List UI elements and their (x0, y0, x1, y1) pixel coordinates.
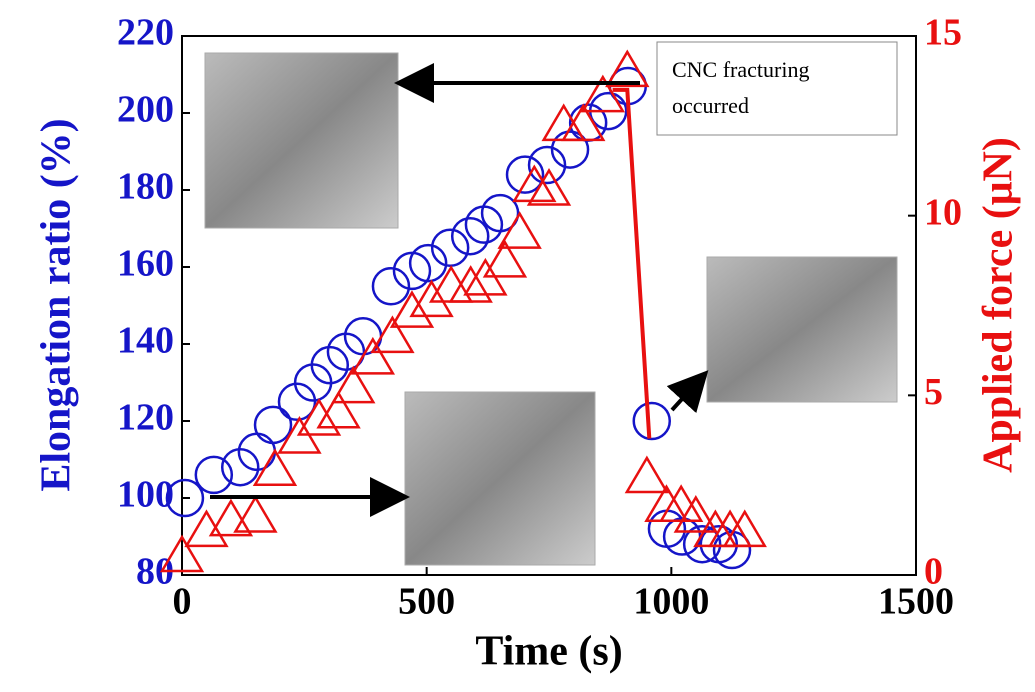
y2-tick-label: 0 (924, 551, 943, 593)
force-point (544, 106, 584, 140)
annotation: occurred (672, 93, 749, 118)
force-point (235, 498, 275, 532)
x-tick-label: 500 (398, 581, 455, 623)
y-axis-label: Elongation ratio (%) (34, 118, 80, 491)
y-tick-label: 220 (117, 12, 174, 54)
y-tick-label: 120 (117, 397, 174, 439)
x-tick-label: 0 (173, 581, 192, 623)
force-drop-line (613, 90, 650, 439)
y-tick-label: 100 (117, 474, 174, 516)
y2-axis-label: Applied force (μN) (976, 137, 1022, 473)
sem-image (707, 257, 897, 402)
force-point (725, 512, 765, 546)
force-point (627, 458, 667, 492)
elongation-point (196, 457, 232, 493)
chart: CNC fracturing occurred Time (s) Elongat… (0, 0, 1035, 687)
annotation-box (657, 42, 897, 135)
sem-image (205, 53, 398, 228)
x-axis-label: Time (s) (475, 629, 622, 675)
sem-image (405, 392, 595, 565)
y-tick-label: 180 (117, 166, 174, 208)
y2-tick-label: 10 (924, 191, 962, 233)
y-tick-label: 140 (117, 320, 174, 362)
y-tick-label: 200 (117, 89, 174, 131)
x-tick-label: 1000 (633, 581, 709, 623)
force-point (431, 268, 471, 302)
force-point (353, 339, 393, 373)
force-point (392, 293, 432, 327)
y-tick-label: 160 (117, 243, 174, 285)
y2-tick-label: 5 (924, 371, 943, 413)
elongation-point (255, 407, 291, 443)
y2-tick-label: 15 (924, 12, 962, 54)
annotation: CNC fracturing (672, 57, 809, 82)
elongation-point (634, 403, 670, 439)
arrow (672, 376, 703, 410)
